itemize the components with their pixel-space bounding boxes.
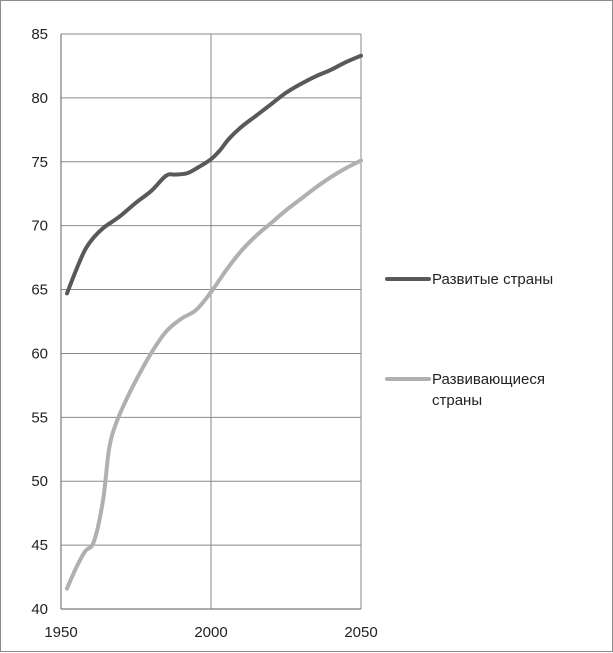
y-tick-label: 65 [31,282,48,299]
legend: Развитые страны Развивающиеся страны [385,271,553,409]
series-layer [65,53,363,591]
y-tick-label: 75 [31,154,48,171]
x-tick-label: 2050 [344,624,377,641]
series-line-0 [65,53,363,296]
y-tick-label: 45 [31,537,48,554]
y-tick-label: 50 [31,473,48,490]
y-tick-label: 85 [31,26,48,43]
legend-label-0: Развитые страны [432,271,553,288]
series-line-1 [65,158,363,591]
grid-layer [60,33,362,610]
y-tick-label: 40 [31,601,48,618]
axis-layer [60,34,361,610]
x-tick-label: 1950 [44,624,77,641]
y-tick-label: 80 [31,90,48,107]
y-tick-label: 60 [31,345,48,362]
x-tick-label: 2000 [194,624,227,641]
x-tick-labels: 1950 2000 2050 [44,624,377,641]
y-tick-labels: 40 45 50 55 60 65 70 75 80 85 [31,26,48,618]
y-tick-label: 70 [31,218,48,235]
y-tick-label: 55 [31,409,48,426]
legend-label-1: Развивающиеся страны [432,371,545,409]
